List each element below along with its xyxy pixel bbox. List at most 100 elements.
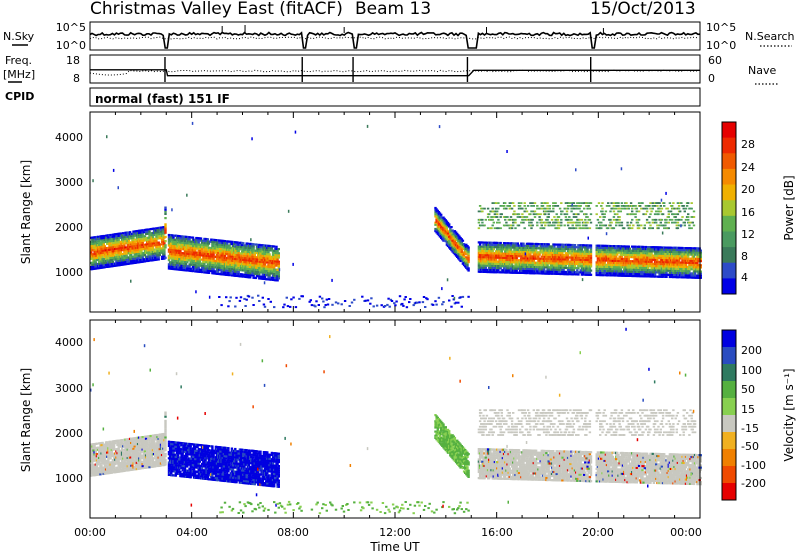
power-cell — [637, 262, 641, 265]
power-cell — [119, 257, 123, 260]
cpid-label: CPID — [5, 90, 34, 103]
power-cell — [222, 260, 226, 263]
power-cell — [257, 294, 260, 297]
power-cell — [192, 268, 196, 271]
power-cell — [579, 205, 582, 207]
power-cell — [644, 205, 648, 207]
power-cell — [595, 263, 598, 266]
power-cell — [409, 298, 412, 300]
power-cell — [109, 233, 112, 237]
power-cell — [459, 296, 462, 299]
power-cell — [497, 227, 500, 230]
power-cell — [624, 257, 627, 261]
power-cell — [612, 210, 616, 213]
power-cell — [220, 262, 223, 265]
power-cell — [628, 227, 632, 230]
power-cell — [437, 211, 441, 214]
power-cell — [596, 218, 600, 221]
power-cell — [276, 252, 279, 255]
power-cell — [595, 250, 598, 254]
power-cell — [565, 210, 569, 213]
power-cell — [208, 253, 212, 256]
power-cell — [119, 247, 123, 250]
power-cell — [285, 296, 288, 299]
freq-line — [90, 69, 700, 77]
power-cell — [494, 202, 498, 204]
power-cell — [94, 246, 97, 249]
power-cell — [575, 168, 577, 172]
power-cell — [213, 241, 216, 244]
power-cell — [580, 210, 584, 213]
power-cell — [642, 245, 645, 249]
power-cell — [553, 243, 556, 246]
power-cell — [162, 234, 165, 237]
power-cell — [398, 295, 402, 298]
power-cell — [549, 266, 553, 269]
power-cell — [611, 257, 614, 260]
power-cell — [522, 246, 525, 249]
power-cell — [477, 221, 481, 224]
power-cell — [609, 224, 612, 227]
power-cell — [136, 257, 140, 260]
site-title: Christmas Valley East (fitACF) — [90, 0, 343, 19]
power-cell — [449, 228, 452, 231]
power-cell — [634, 245, 637, 248]
power-cell — [241, 252, 244, 255]
power-cell — [566, 258, 570, 261]
power-cell — [621, 272, 625, 275]
power-cell — [499, 227, 502, 230]
power-cell — [440, 236, 443, 239]
power-cell — [494, 258, 498, 261]
power-cell — [434, 206, 437, 210]
power-cell — [589, 254, 593, 258]
power-cell — [512, 202, 515, 204]
power-cell — [239, 254, 243, 257]
power-cell — [229, 257, 232, 260]
power-cell — [540, 224, 543, 227]
power-cell — [192, 255, 196, 258]
power-cell — [523, 202, 526, 204]
power-cell — [516, 216, 519, 218]
power-cell — [435, 229, 438, 232]
power-cell — [549, 210, 553, 213]
power-cell — [547, 210, 550, 213]
power-cell — [192, 247, 196, 250]
power-cell — [135, 238, 139, 241]
freq-panel-frame — [89, 54, 701, 84]
power-cell — [581, 224, 585, 227]
power-cell — [462, 255, 466, 258]
power-cell — [540, 207, 543, 210]
power-cell — [109, 242, 112, 245]
power-cell — [206, 259, 210, 262]
power-cell — [435, 210, 438, 213]
power-cell — [444, 235, 447, 239]
power-cell — [579, 271, 582, 274]
power-cell — [453, 240, 457, 243]
power-cell — [530, 205, 533, 207]
power-cell — [628, 247, 632, 250]
power-cell — [184, 256, 188, 259]
power-cell — [450, 226, 453, 229]
power-cell — [260, 260, 263, 263]
power-cell — [547, 213, 550, 216]
power-cell — [175, 239, 179, 242]
power-cell — [102, 241, 105, 244]
power-cell — [538, 266, 541, 269]
power-cell — [123, 242, 126, 245]
power-cell — [176, 237, 180, 240]
power-cell — [615, 207, 618, 210]
freq-left-tick-top: 18 — [66, 54, 80, 67]
power-cell — [140, 246, 143, 249]
power-cell — [176, 253, 180, 256]
power-cell — [160, 251, 164, 254]
power-cell — [618, 224, 621, 227]
power-cell — [435, 216, 438, 219]
power-cell — [631, 207, 634, 210]
power-cell — [462, 257, 466, 260]
power-cell — [640, 252, 643, 255]
power-cell — [579, 227, 582, 230]
power-cell — [536, 221, 539, 224]
power-cell — [552, 202, 555, 204]
power-cell — [95, 258, 99, 262]
power-cell — [526, 205, 530, 207]
